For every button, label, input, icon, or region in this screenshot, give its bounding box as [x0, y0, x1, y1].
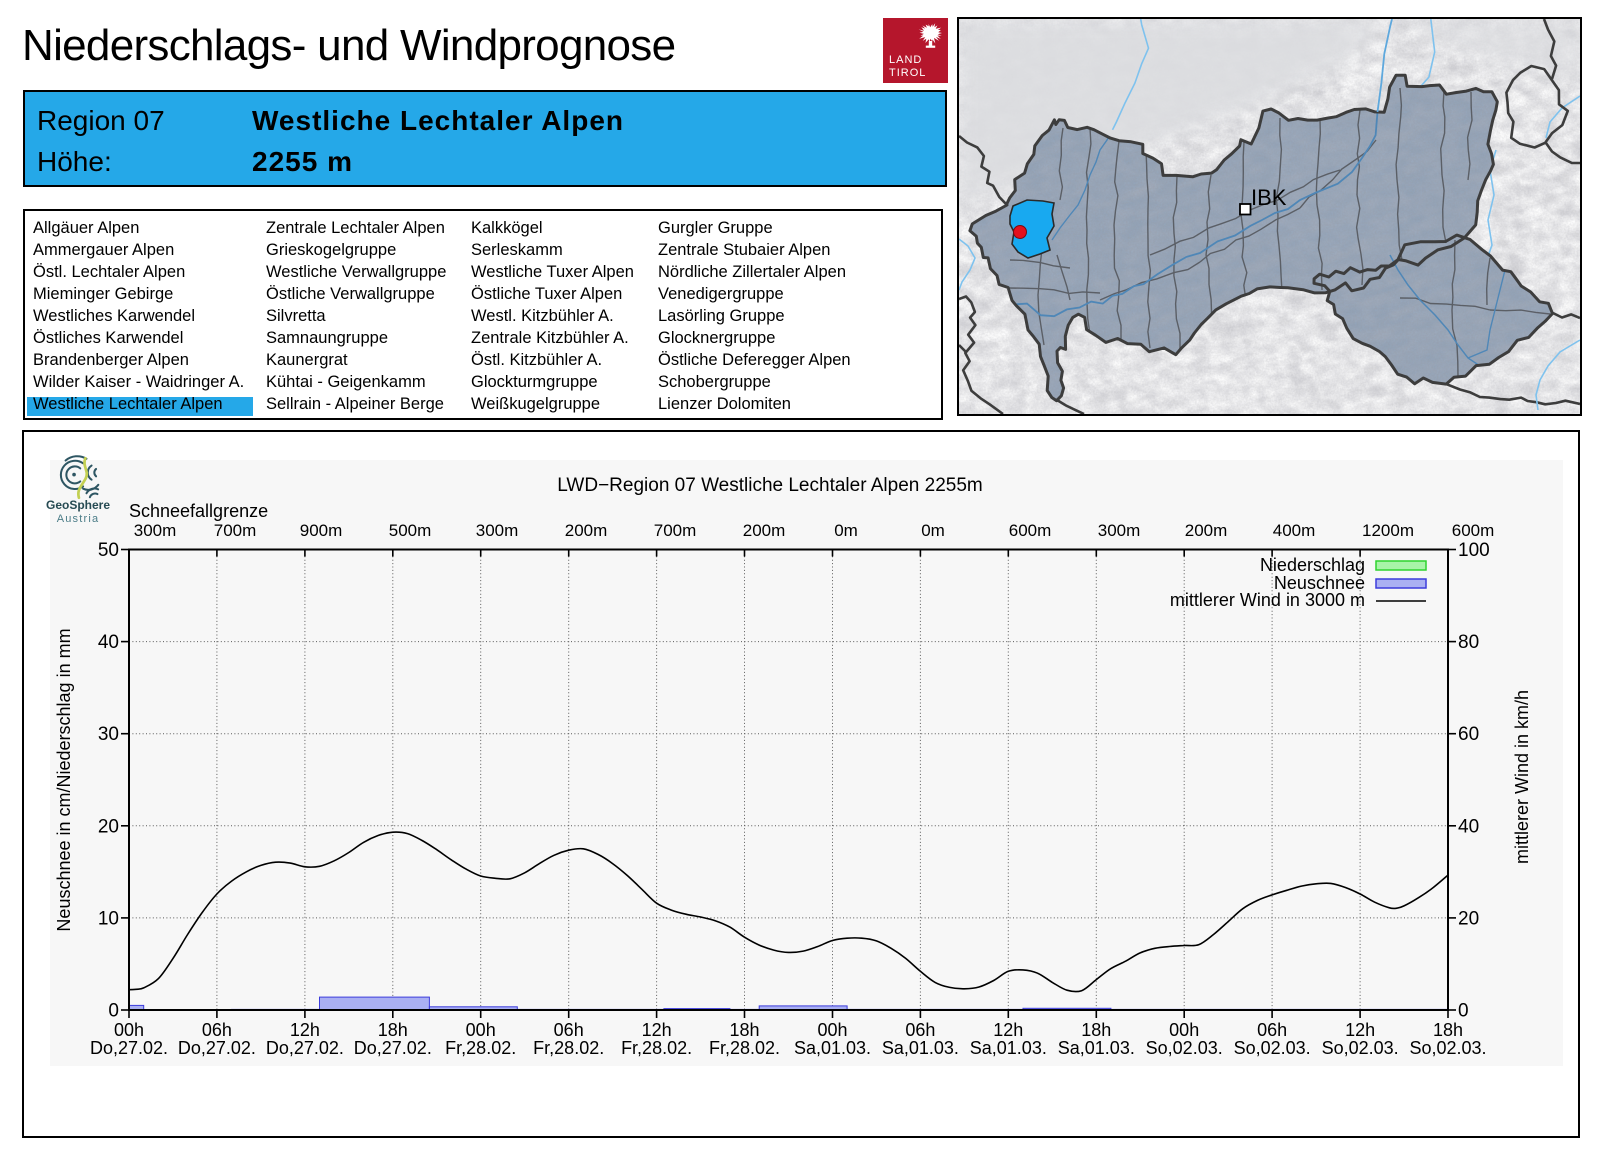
svg-text:12h: 12h [1345, 1020, 1375, 1040]
svg-text:20: 20 [1458, 908, 1479, 929]
svg-text:40: 40 [98, 632, 119, 653]
svg-text:0: 0 [1458, 1001, 1469, 1022]
svg-text:06h: 06h [1257, 1020, 1287, 1040]
svg-text:So,02.03.: So,02.03. [1409, 1038, 1486, 1058]
svg-text:900m: 900m [300, 521, 343, 540]
svg-text:Do,27.02.: Do,27.02. [354, 1038, 432, 1058]
svg-text:100: 100 [1458, 540, 1490, 561]
svg-text:06h: 06h [554, 1020, 584, 1040]
svg-text:18h: 18h [378, 1020, 408, 1040]
svg-text:50: 50 [98, 540, 119, 561]
svg-text:mittlerer Wind in km/h: mittlerer Wind in km/h [1512, 690, 1532, 864]
svg-text:Fr,28.02.: Fr,28.02. [445, 1038, 516, 1058]
svg-text:20: 20 [98, 816, 119, 837]
svg-text:So,02.03.: So,02.03. [1234, 1038, 1311, 1058]
svg-text:00h: 00h [817, 1020, 847, 1040]
svg-text:0m: 0m [834, 521, 858, 540]
svg-text:1200m: 1200m [1362, 521, 1414, 540]
svg-text:Do,27.02.: Do,27.02. [90, 1038, 168, 1058]
svg-text:18h: 18h [1433, 1020, 1463, 1040]
svg-text:10: 10 [98, 908, 119, 929]
svg-text:Sa,01.03.: Sa,01.03. [882, 1038, 959, 1058]
svg-text:12h: 12h [993, 1020, 1023, 1040]
svg-text:300m: 300m [476, 521, 519, 540]
svg-text:Austria: Austria [57, 513, 100, 525]
svg-text:Niederschlag: Niederschlag [1260, 555, 1365, 575]
svg-text:Do,27.02.: Do,27.02. [266, 1038, 344, 1058]
svg-text:300m: 300m [134, 521, 177, 540]
svg-text:0: 0 [108, 1001, 119, 1022]
svg-text:06h: 06h [202, 1020, 232, 1040]
svg-text:300m: 300m [1098, 521, 1141, 540]
svg-text:So,02.03.: So,02.03. [1322, 1038, 1399, 1058]
svg-text:700m: 700m [654, 521, 697, 540]
svg-text:06h: 06h [905, 1020, 935, 1040]
svg-text:Fr,28.02.: Fr,28.02. [533, 1038, 604, 1058]
svg-text:600m: 600m [1452, 521, 1495, 540]
svg-text:200m: 200m [743, 521, 786, 540]
svg-text:Neuschnee in cm/Niederschlag i: Neuschnee in cm/Niederschlag in mm [54, 628, 74, 931]
svg-text:Do,27.02.: Do,27.02. [178, 1038, 256, 1058]
svg-text:18h: 18h [729, 1020, 759, 1040]
svg-text:Neuschnee: Neuschnee [1274, 573, 1365, 593]
svg-text:200m: 200m [1185, 521, 1228, 540]
svg-text:60: 60 [1458, 724, 1479, 745]
svg-text:500m: 500m [389, 521, 432, 540]
svg-text:mittlerer Wind in 3000 m: mittlerer Wind in 3000 m [1170, 590, 1365, 610]
svg-text:Fr,28.02.: Fr,28.02. [621, 1038, 692, 1058]
svg-text:12h: 12h [642, 1020, 672, 1040]
svg-text:Sa,01.03.: Sa,01.03. [794, 1038, 871, 1058]
svg-text:Schneefallgrenze: Schneefallgrenze [129, 501, 268, 521]
svg-text:18h: 18h [1081, 1020, 1111, 1040]
svg-text:Sa,01.03.: Sa,01.03. [1058, 1038, 1135, 1058]
svg-text:700m: 700m [214, 521, 257, 540]
svg-text:Fr,28.02.: Fr,28.02. [709, 1038, 780, 1058]
svg-text:00h: 00h [1169, 1020, 1199, 1040]
svg-text:GeoSphere: GeoSphere [46, 498, 110, 512]
svg-text:LAND: LAND [889, 54, 922, 66]
svg-text:40: 40 [1458, 816, 1479, 837]
svg-text:12h: 12h [290, 1020, 320, 1040]
svg-text:TIROL: TIROL [889, 67, 926, 79]
svg-text:00h: 00h [114, 1020, 144, 1040]
svg-text:So,02.03.: So,02.03. [1146, 1038, 1223, 1058]
svg-text:200m: 200m [565, 521, 608, 540]
svg-text:00h: 00h [466, 1020, 496, 1040]
svg-text:Sa,01.03.: Sa,01.03. [970, 1038, 1047, 1058]
svg-text:IBK: IBK [1251, 185, 1287, 210]
svg-text:LWD−Region 07 Westliche Lechta: LWD−Region 07 Westliche Lechtaler Alpen … [557, 475, 982, 496]
svg-text:600m: 600m [1009, 521, 1052, 540]
svg-text:30: 30 [98, 724, 119, 745]
svg-text:0m: 0m [921, 521, 945, 540]
svg-text:80: 80 [1458, 632, 1479, 653]
svg-text:400m: 400m [1273, 521, 1316, 540]
